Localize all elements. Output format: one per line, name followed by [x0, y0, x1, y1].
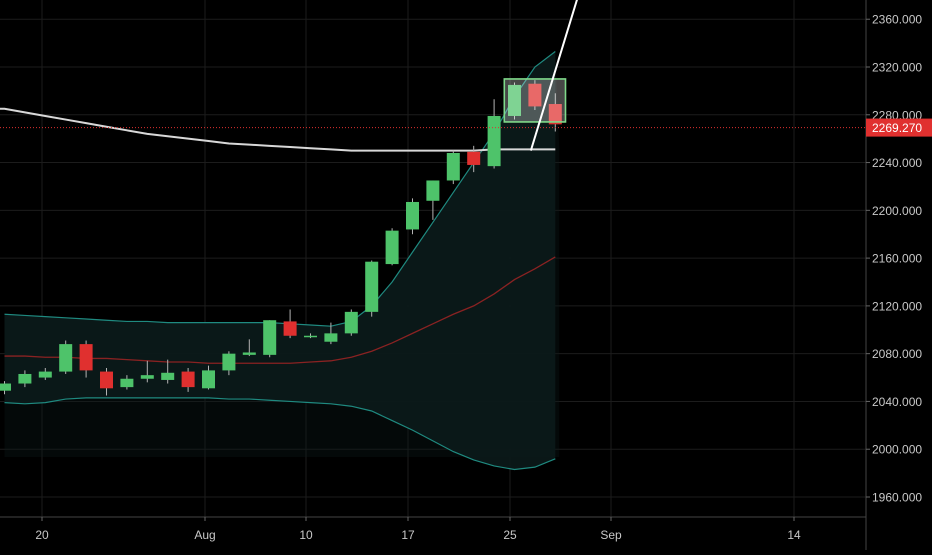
x-tick-label: 17 [401, 528, 415, 542]
candle-body [426, 180, 440, 201]
candle-body [467, 151, 481, 165]
candle-body [548, 104, 562, 125]
candle-body [446, 153, 460, 181]
moving-average-long-line [0, 107, 556, 152]
candle-body [59, 344, 73, 372]
candle-body [222, 353, 236, 371]
candle-body [79, 344, 93, 371]
y-tick-label: 2360.000 [872, 13, 922, 27]
candle-body [344, 311, 358, 334]
x-tick-label: 10 [299, 528, 313, 542]
x-axis-labels: 20 Aug 10 17 25 Sep 14 [35, 517, 801, 542]
candle-body [263, 320, 277, 355]
y-tick-label: 2120.000 [872, 299, 922, 313]
y-tick-label: 2080.000 [872, 347, 922, 361]
candle-body [508, 84, 521, 116]
bollinger-upper-line [4, 50, 556, 327]
x-tick-label: 14 [787, 528, 801, 542]
candle-body [385, 230, 399, 265]
drawing-trend-line [529, 0, 578, 151]
candle-body [487, 115, 501, 167]
y-axis-labels: 1960.000 2000.000 2040.000 2080.000 2120.000… [866, 13, 922, 505]
y-tick-label: 2000.000 [872, 443, 922, 457]
y-tick-label: 2200.000 [872, 204, 922, 218]
candle-body [38, 371, 52, 378]
x-tick-label: 20 [35, 528, 49, 542]
candle-body [202, 370, 215, 389]
candle-body [140, 375, 154, 379]
candle-body [304, 335, 317, 338]
y-tick-label: 2160.000 [872, 252, 922, 266]
candle-body [242, 352, 256, 355]
candle-body [365, 261, 379, 312]
y-tick-label: 1960.000 [872, 491, 922, 505]
candle-body [283, 321, 297, 336]
candle-body [0, 383, 11, 391]
y-tick-label: 2040.000 [872, 395, 922, 409]
moving-average-mid-line [4, 256, 556, 364]
candle-body [406, 201, 419, 230]
candles [0, 80, 562, 396]
candle-body [161, 372, 175, 380]
x-tick-label: Aug [194, 528, 215, 542]
bollinger-band-fill [4, 51, 556, 470]
drawing-rectangle [503, 78, 567, 123]
candle-body [324, 333, 338, 342]
last-price-label: 2269.270 [872, 121, 922, 135]
candle-body [100, 371, 113, 389]
candle-body [181, 371, 195, 388]
last-price-tag [866, 118, 932, 137]
price-area-fill [4, 51, 560, 457]
candle-body [18, 373, 32, 384]
candle-body [120, 378, 134, 388]
x-tick-label: 25 [503, 528, 517, 542]
y-tick-label: 2320.000 [872, 61, 922, 75]
y-tick-label: 2240.000 [872, 156, 922, 170]
candle-body [528, 83, 542, 107]
x-tick-label: Sep [600, 528, 622, 542]
bollinger-lower-line [4, 397, 556, 471]
